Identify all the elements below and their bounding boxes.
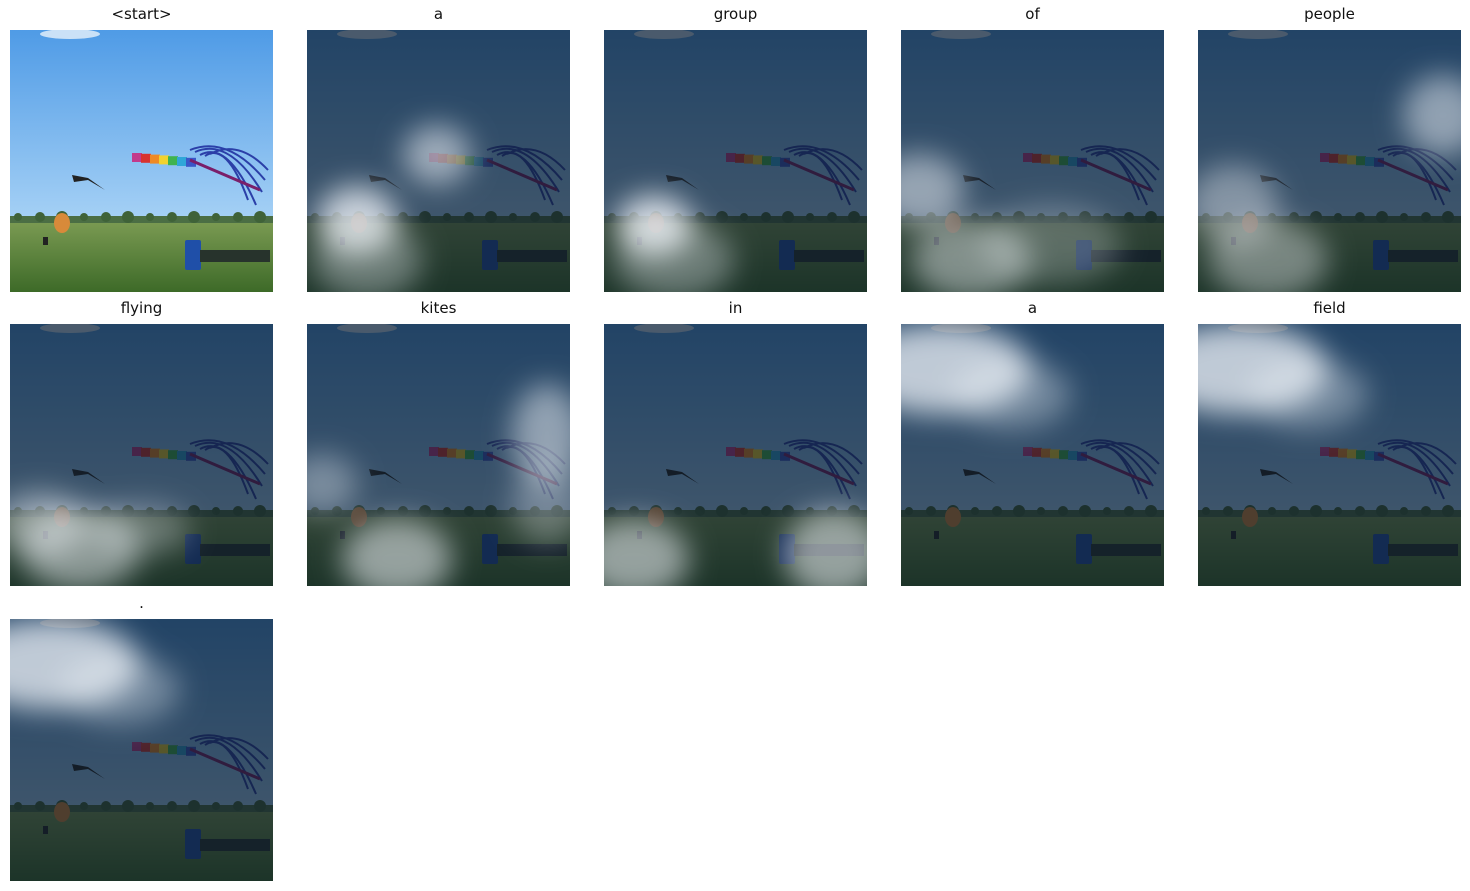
attention-image xyxy=(10,30,273,292)
attention-highlights xyxy=(307,384,570,586)
attention-panel: field xyxy=(1198,294,1461,586)
panel-word-label: a xyxy=(1027,299,1038,317)
attention-panel: a xyxy=(901,294,1164,586)
panel-word-label: <start> xyxy=(111,5,172,23)
attention-highlights xyxy=(901,154,1121,292)
attention-hotspot xyxy=(307,454,357,514)
attention-hotspot xyxy=(342,519,452,586)
panel-word-label: a xyxy=(433,5,444,23)
scene-photo xyxy=(10,30,273,292)
attention-panel: people xyxy=(1198,0,1461,292)
attention-hotspot xyxy=(604,519,689,586)
panel-word-label: . xyxy=(139,594,144,612)
attention-hotspot xyxy=(90,503,190,555)
attention-image xyxy=(604,324,867,586)
panel-word-label: flying xyxy=(120,299,163,317)
attention-image xyxy=(10,619,273,881)
attention-panel: . xyxy=(10,589,273,881)
panel-word-label: kites xyxy=(420,299,457,317)
panel-word-label: field xyxy=(1313,299,1346,317)
attention-image xyxy=(1198,324,1461,586)
attention-panel: a xyxy=(307,0,570,292)
attention-hotspot xyxy=(784,509,867,586)
attention-hotspot xyxy=(512,384,570,484)
attention-highlights xyxy=(1198,324,1368,429)
attention-hotspot xyxy=(614,220,734,292)
attention-panel: flying xyxy=(10,294,273,586)
attention-image xyxy=(307,30,570,292)
attention-highlights xyxy=(312,125,471,292)
panel-word-label: in xyxy=(728,299,743,317)
attention-highlights xyxy=(901,324,1071,429)
attention-hotspot xyxy=(901,154,964,226)
attention-image xyxy=(1198,30,1461,292)
panel-word-label: people xyxy=(1304,5,1355,23)
attention-highlights xyxy=(10,619,180,724)
attention-highlights xyxy=(10,492,190,586)
attention-image xyxy=(307,324,570,586)
panel-word-label: of xyxy=(1025,5,1040,23)
attention-hotspot xyxy=(403,125,471,185)
attention-highlights xyxy=(614,195,734,292)
attention-hotspot xyxy=(981,205,1121,285)
attention-panel: kites xyxy=(307,294,570,586)
attention-panel: group xyxy=(604,0,867,292)
attention-image xyxy=(901,30,1164,292)
attention-hotspot xyxy=(1403,75,1461,155)
attention-hotspot xyxy=(312,220,422,292)
attention-image xyxy=(604,30,867,292)
attention-hotspot xyxy=(951,359,1071,429)
attention-panel: of xyxy=(901,0,1164,292)
attention-hotspot xyxy=(1208,220,1328,292)
attention-panel: <start> xyxy=(10,0,273,292)
panel-word-label: group xyxy=(713,5,758,23)
attention-hotspot xyxy=(60,654,180,724)
attention-image xyxy=(10,324,273,586)
attention-image xyxy=(901,324,1164,586)
attention-hotspot xyxy=(512,464,570,544)
attention-panel: in xyxy=(604,294,867,586)
attention-highlights xyxy=(604,509,867,586)
attention-hotspot xyxy=(1248,359,1368,429)
attention-highlights xyxy=(1198,75,1461,292)
